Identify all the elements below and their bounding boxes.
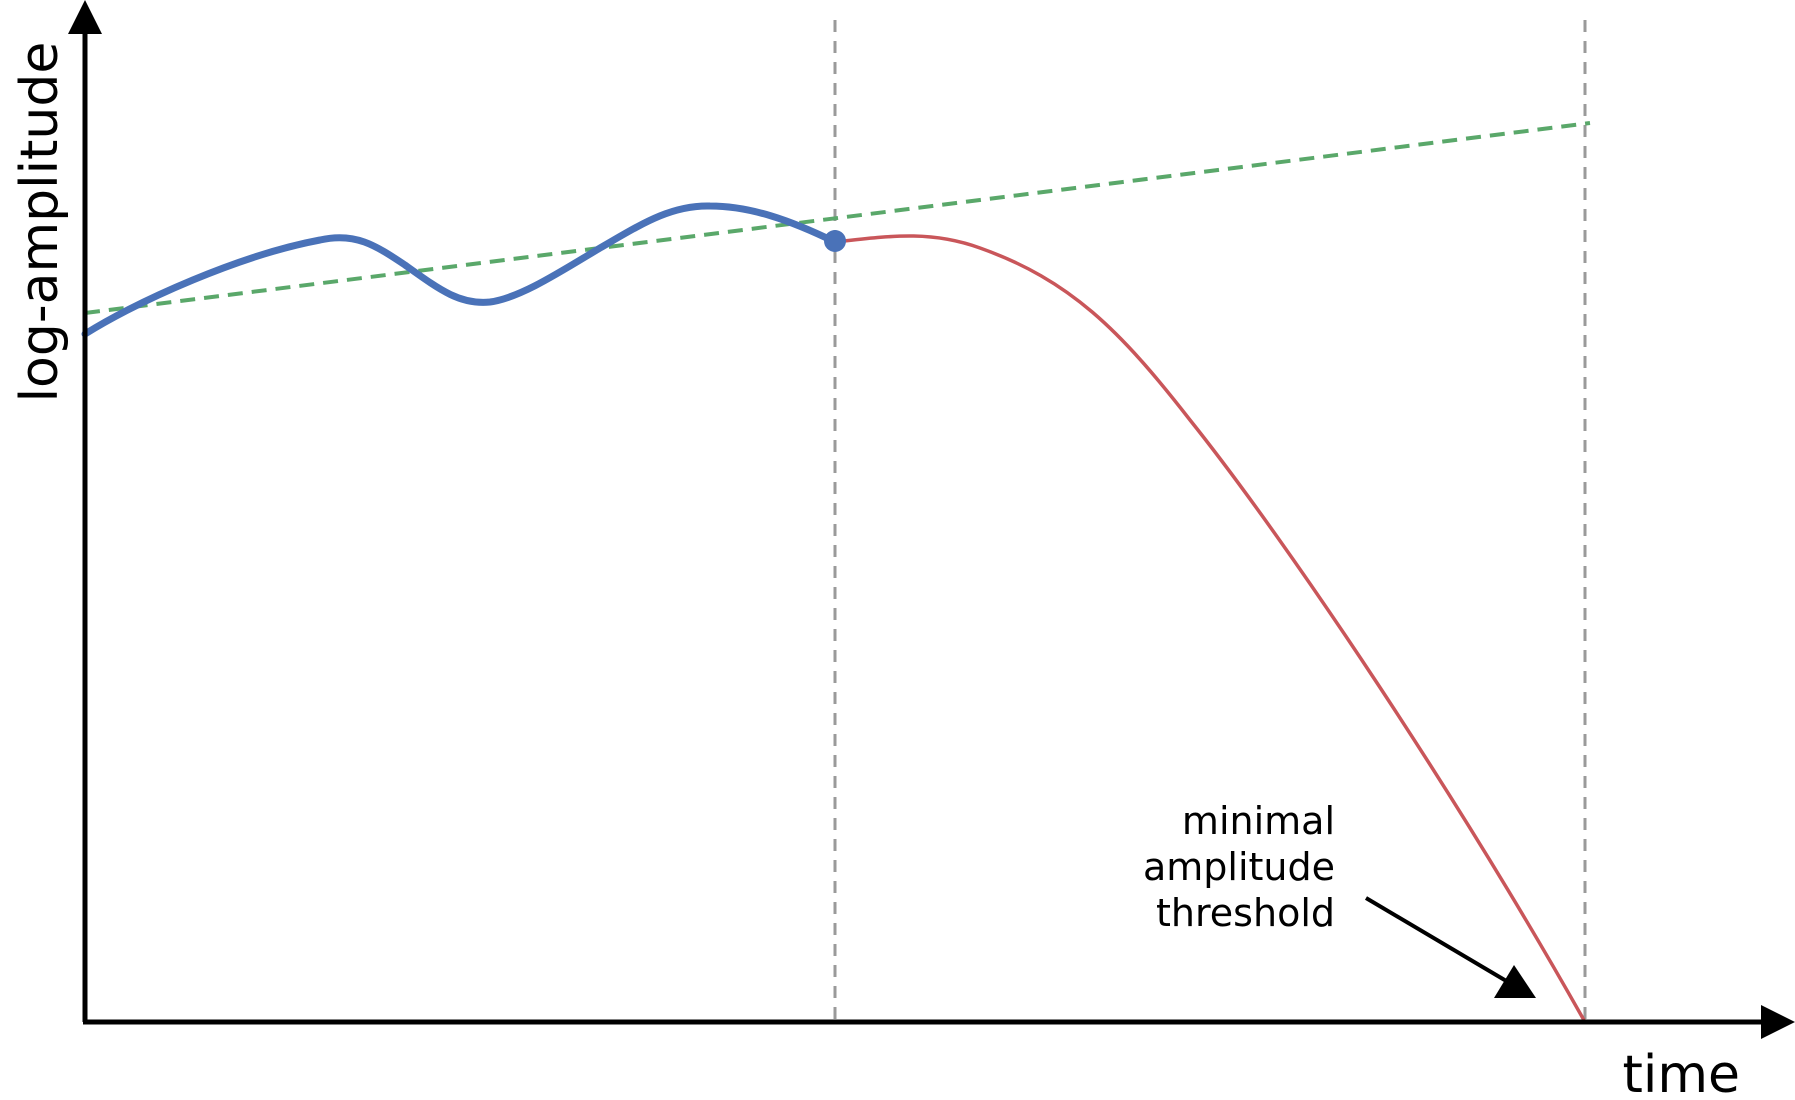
- annotation-line-2: amplitude: [1143, 845, 1335, 889]
- annotation-line-3: threshold: [1156, 891, 1335, 935]
- observed-curve: [81, 202, 839, 338]
- annotation-pointer-line: [1364, 896, 1510, 984]
- y-axis-title: log-amplitude: [10, 42, 70, 403]
- transition-point: [824, 230, 846, 252]
- x-axis-title: time: [1623, 1045, 1740, 1100]
- decay-curve: [834, 234, 1587, 1023]
- y-axis-arrowhead: [68, 0, 102, 34]
- x-axis-arrowhead: [1761, 1005, 1795, 1039]
- linear-trend-line: [84, 121, 1591, 315]
- annotation-pointer-arrowhead: [1494, 965, 1536, 998]
- annotation-line-1: minimal: [1182, 799, 1335, 843]
